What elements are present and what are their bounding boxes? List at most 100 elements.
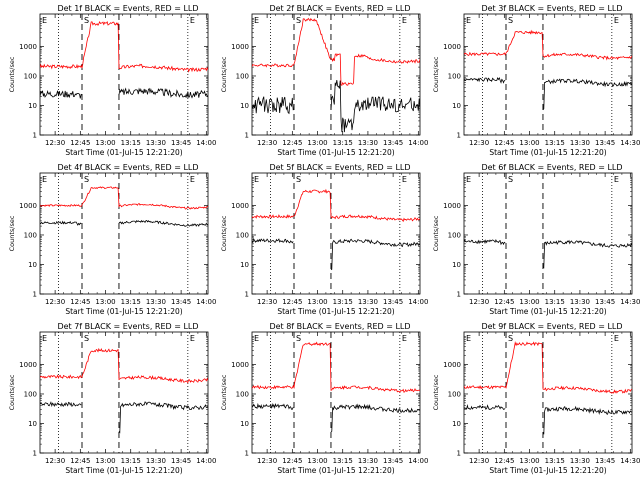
panel-title: Det 6f BLACK = Events, RED = LLD (481, 163, 622, 172)
y-tick-label: 1 (33, 132, 37, 140)
x-tick-label: 12:45 (282, 457, 302, 465)
y-tick-label: 1 (33, 450, 37, 458)
panel-det-1: Det 1f BLACK = Events, RED = LLD 1 10 100 10… (8, 4, 216, 157)
panel-det-6: Det 6f BLACK = Events, RED = LLD 1 10 100 10… (432, 163, 640, 316)
x-tick-label: 13:45 (171, 298, 191, 306)
x-tick-label: 12:30 (45, 298, 65, 306)
y-axis-label: Counts/sec (432, 56, 440, 92)
time-marker-label: E (254, 16, 259, 25)
y-tick-label: 1 (245, 132, 249, 140)
x-tick-label: 13:00 (307, 298, 327, 306)
x-tick-label: 13:30 (358, 139, 378, 147)
y-axis-label: Counts/sec (220, 374, 228, 410)
lld-series-line (464, 29, 632, 61)
panel-title: Det 9f BLACK = Events, RED = LLD (481, 322, 622, 331)
time-marker-label: S (508, 16, 513, 25)
time-marker-label: E (466, 175, 471, 184)
x-axis-label: Start Time (01-Jul-15 12:21:20) (65, 307, 182, 316)
time-marker-label: E (614, 334, 619, 343)
events-series-line (252, 79, 420, 133)
events-series-line (252, 402, 420, 433)
events-series-line (40, 401, 208, 434)
time-marker-label: S (296, 16, 301, 25)
y-tick-label: 100 (24, 390, 37, 398)
x-tick-label: 12:45 (282, 139, 302, 147)
lld-series-line (252, 17, 420, 86)
y-tick-label: 100 (236, 390, 249, 398)
x-tick-label: 13:00 (519, 139, 539, 147)
x-axis-label: Start Time (01-Jul-15 12:21:20) (489, 148, 606, 157)
plot-frame (463, 172, 633, 295)
x-tick-label: 13:15 (333, 457, 353, 465)
x-tick-label: 13:30 (570, 298, 590, 306)
events-series-line (464, 239, 632, 269)
y-tick-label: 100 (448, 72, 461, 80)
y-tick-label: 1000 (443, 361, 461, 369)
x-axis-label: Start Time (01-Jul-15 12:21:20) (489, 307, 606, 316)
y-axis-label: Counts/sec (8, 56, 16, 92)
x-tick-label: 12:30 (45, 139, 65, 147)
y-tick-label: 100 (448, 390, 461, 398)
x-tick-label: 14:30 (620, 139, 640, 147)
x-axis-label: Start Time (01-Jul-15 12:21:20) (277, 148, 394, 157)
x-tick-label: 13:30 (570, 139, 590, 147)
y-tick-label: 10 (28, 261, 37, 269)
y-axis-label: Counts/sec (220, 56, 228, 92)
x-tick-label: 14:00 (408, 139, 428, 147)
x-tick-label: 13:30 (358, 298, 378, 306)
time-marker-label: E (466, 334, 471, 343)
y-axis-label: Counts/sec (432, 215, 440, 251)
panel-det-7: Det 7f BLACK = Events, RED = LLD 1 10 100 10… (8, 322, 216, 475)
y-tick-label: 10 (452, 261, 461, 269)
time-marker-label: E (402, 334, 407, 343)
panel-title: Det 1f BLACK = Events, RED = LLD (57, 4, 198, 13)
y-tick-label: 1000 (443, 43, 461, 51)
x-tick-label: 13:00 (307, 457, 327, 465)
y-tick-label: 1000 (231, 43, 249, 51)
x-tick-label: 14:00 (196, 457, 216, 465)
x-tick-label: 14:00 (196, 298, 216, 306)
y-tick-label: 1 (457, 132, 461, 140)
x-tick-label: 13:45 (171, 139, 191, 147)
y-axis-label: Counts/sec (8, 215, 16, 251)
y-axis-label: Counts/sec (8, 374, 16, 410)
x-axis-label: Start Time (01-Jul-15 12:21:20) (277, 307, 394, 316)
x-tick-label: 12:30 (257, 139, 277, 147)
time-marker-label: S (84, 175, 89, 184)
x-tick-label: 12:30 (469, 457, 489, 465)
time-marker-label: S (296, 175, 301, 184)
y-tick-label: 10 (28, 102, 37, 110)
x-tick-label: 13:15 (545, 457, 565, 465)
x-tick-label: 12:45 (494, 298, 514, 306)
x-tick-label: 12:30 (45, 457, 65, 465)
x-axis-label: Start Time (01-Jul-15 12:21:20) (65, 466, 182, 475)
x-tick-label: 13:45 (595, 298, 615, 306)
x-tick-label: 13:15 (545, 298, 565, 306)
panel-title: Det 5f BLACK = Events, RED = LLD (269, 163, 410, 172)
time-marker-label: E (254, 175, 259, 184)
x-tick-label: 13:45 (595, 457, 615, 465)
panel-title: Det 4f BLACK = Events, RED = LLD (57, 163, 198, 172)
x-tick-label: 14:00 (408, 457, 428, 465)
time-marker-label: E (614, 175, 619, 184)
y-tick-label: 10 (240, 102, 249, 110)
events-series-line (40, 87, 208, 99)
y-tick-label: 1 (245, 291, 249, 299)
y-tick-label: 1000 (19, 202, 37, 210)
x-tick-label: 12:30 (469, 139, 489, 147)
x-tick-label: 13:45 (383, 298, 403, 306)
y-tick-label: 1000 (443, 202, 461, 210)
y-tick-label: 1000 (19, 361, 37, 369)
time-marker-label: E (466, 16, 471, 25)
plot-frame (251, 331, 421, 454)
time-marker-label: E (402, 16, 407, 25)
panel-det-9: Det 9f BLACK = Events, RED = LLD 1 10 100 10… (432, 322, 640, 475)
x-axis-label: Start Time (01-Jul-15 12:21:20) (65, 148, 182, 157)
y-tick-label: 100 (24, 72, 37, 80)
x-tick-label: 12:30 (257, 457, 277, 465)
x-tick-label: 14:00 (196, 139, 216, 147)
x-tick-label: 14:30 (620, 457, 640, 465)
time-marker-label: S (84, 16, 89, 25)
x-tick-label: 13:00 (95, 298, 115, 306)
events-series-line (40, 219, 208, 227)
